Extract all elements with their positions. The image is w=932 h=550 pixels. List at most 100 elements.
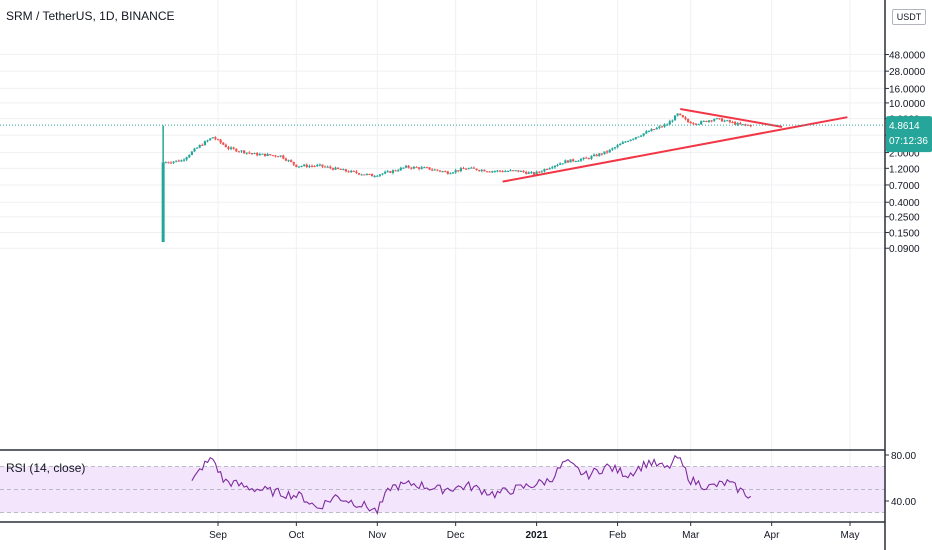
candle-body — [577, 160, 580, 162]
candle-body — [668, 121, 671, 125]
candle-body — [323, 166, 327, 168]
candle-body — [214, 137, 217, 140]
candle-body — [243, 150, 246, 154]
candle-body — [459, 168, 462, 172]
rsi-indicator-label[interactable]: RSI (14, close) — [6, 461, 86, 475]
price-badge-value: 4.8614 — [889, 121, 920, 132]
candle-body — [663, 124, 666, 127]
candle-body — [433, 169, 436, 171]
candle-body — [175, 160, 178, 162]
candle-body — [660, 126, 664, 128]
candle-body — [399, 167, 402, 171]
candle-body — [316, 165, 319, 167]
candle-body — [446, 171, 449, 174]
candle-body — [642, 133, 645, 136]
candle-body — [431, 169, 434, 171]
candle-body — [436, 169, 439, 171]
candle-body — [634, 137, 637, 139]
candle-body — [467, 168, 470, 170]
candle-body — [569, 159, 572, 163]
price-tick-label: 0.7000 — [889, 181, 920, 192]
candle-body — [574, 161, 577, 163]
candle-body — [352, 170, 355, 172]
candle-body — [514, 170, 517, 172]
candle-body — [535, 171, 538, 175]
candle-body — [381, 173, 384, 175]
time-tick-label: Dec — [447, 530, 465, 541]
candle-body — [389, 171, 392, 173]
candle-body — [407, 165, 410, 168]
trendline-1 — [502, 116, 848, 183]
candle-body — [394, 170, 397, 172]
candle-body — [386, 171, 389, 173]
candle-body — [376, 175, 379, 177]
candle-body — [188, 154, 191, 158]
price-tick-label: 0.1500 — [889, 228, 920, 239]
candle-body — [556, 164, 559, 166]
candle-body — [689, 122, 692, 124]
currency-unit-button[interactable]: USDT — [892, 9, 926, 25]
candle-body — [551, 167, 554, 169]
candle-body — [493, 171, 496, 173]
candle-body — [310, 165, 314, 167]
candle-body — [587, 158, 590, 160]
time-tick-label: Mar — [682, 530, 700, 541]
candle-body — [595, 154, 598, 157]
candle-body — [624, 141, 627, 143]
candle-body — [616, 145, 619, 148]
candle-body — [397, 170, 400, 172]
price-tick-label: 0.2500 — [889, 213, 920, 224]
candle-body — [512, 170, 515, 172]
candle-body — [501, 171, 504, 173]
candle-body — [747, 124, 750, 126]
candle-body — [331, 168, 335, 170]
candle-body — [290, 160, 293, 162]
candle-body — [190, 151, 193, 155]
time-tick-label: Nov — [368, 530, 386, 541]
candle-body — [632, 138, 635, 140]
candle-body — [598, 153, 601, 157]
candle-body — [673, 115, 677, 121]
candle-body — [451, 172, 455, 174]
candle-body — [603, 151, 606, 155]
candle-body — [671, 120, 674, 122]
candle-body — [475, 168, 478, 171]
candle-body — [269, 154, 272, 156]
candle-body — [357, 173, 361, 175]
candle-body — [606, 151, 609, 153]
candle-body — [196, 147, 199, 149]
candle-body — [402, 167, 405, 169]
candle-body — [488, 171, 491, 173]
candle-body — [161, 162, 165, 243]
candle-body — [378, 174, 382, 176]
candle-body — [522, 170, 525, 172]
candle-body — [540, 171, 543, 173]
candle-body — [180, 160, 183, 162]
candle-body — [271, 155, 274, 157]
candle-body — [211, 137, 214, 139]
candle-body — [666, 124, 669, 126]
candle-body — [626, 141, 630, 143]
candle-body — [457, 170, 460, 172]
candle-body — [504, 171, 507, 173]
candle-body — [303, 164, 306, 167]
candle-body — [590, 156, 593, 159]
candle-body — [525, 171, 528, 174]
candle-body — [337, 167, 340, 169]
candle-body — [527, 172, 530, 174]
candle-body — [679, 113, 682, 116]
price-tick-label: 10.0000 — [889, 99, 926, 110]
candle-body — [305, 164, 308, 167]
candle-body — [201, 144, 204, 146]
candle-body — [713, 119, 716, 121]
candle-body — [258, 154, 261, 156]
candle-body — [700, 121, 703, 125]
candle-body — [694, 123, 698, 125]
candle-body — [723, 120, 726, 122]
candle-body — [582, 157, 585, 160]
candle-body — [498, 170, 502, 172]
chart-title: SRM / TetherUS, 1D, BINANCE — [6, 9, 175, 23]
candle-body — [697, 124, 700, 126]
candle-body — [344, 169, 348, 172]
